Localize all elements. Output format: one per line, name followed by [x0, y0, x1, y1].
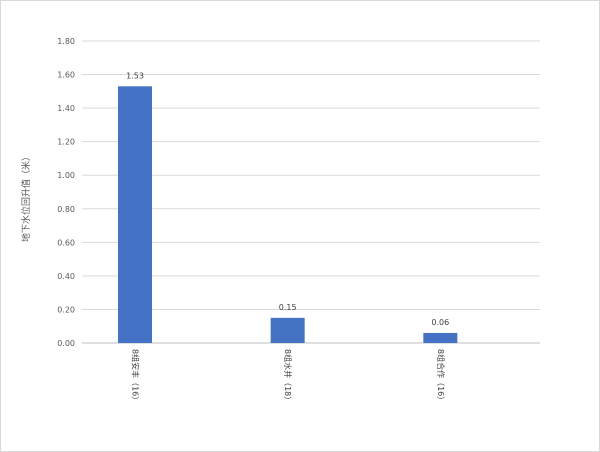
y-tick-label: 1.80	[57, 37, 75, 46]
data-label: 0.06	[431, 318, 449, 327]
category-label: 8组合作（16）	[436, 349, 446, 404]
category-label: 8组安丰（16）	[131, 349, 141, 404]
y-tick-label: 1.40	[57, 104, 75, 113]
y-tick-label: 0.60	[57, 238, 75, 247]
bar	[270, 317, 305, 343]
y-tick-label: 0.40	[57, 272, 75, 281]
y-tick-label: 0.80	[57, 205, 75, 214]
y-tick-label: 0.00	[57, 339, 75, 348]
data-label: 1.53	[126, 71, 144, 80]
y-tick-label: 1.00	[57, 171, 75, 180]
bar	[118, 86, 152, 344]
y-tick-label: 1.20	[57, 138, 75, 147]
bar	[423, 332, 458, 343]
data-labels: 1.53 0.15 0.06	[126, 71, 449, 327]
y-tick-label: 1.60	[57, 71, 75, 80]
category-label: 8组水井（18）	[283, 349, 293, 404]
y-tick-label: 0.20	[57, 305, 75, 314]
y-axis-label: 地下水位回升值（米）	[20, 152, 32, 242]
category-labels: 8组安丰（16） 8组水井（18） 8组合作（16）	[131, 349, 446, 404]
y-axis-ticks: 0.00 0.20 0.40 0.60 0.80 1.00 1.20 1.40 1.60 1.80	[57, 37, 75, 348]
bars	[118, 86, 458, 344]
gridlines	[82, 40, 540, 344]
data-label: 0.15	[279, 303, 297, 312]
